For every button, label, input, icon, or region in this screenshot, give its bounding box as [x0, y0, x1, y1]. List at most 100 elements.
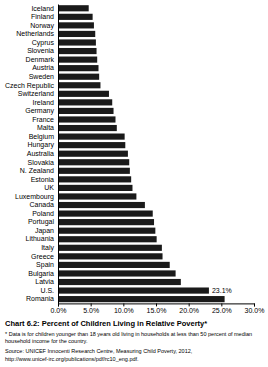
bar [58, 48, 97, 54]
bar [58, 65, 99, 71]
text-line: http://www.unicef-irc.org/publications/p… [5, 356, 139, 362]
category-label: Italy [41, 244, 54, 252]
y-tick: Luxembourg [15, 193, 58, 201]
bar [58, 14, 93, 20]
y-tick: Japan [35, 227, 58, 235]
bar [58, 245, 162, 251]
y-tick: Germany [25, 107, 58, 115]
y-tick: Denmark [26, 56, 58, 63]
y-tick: Lithuania [26, 235, 58, 242]
x-tick-mark [123, 303, 124, 306]
chart-title: Chart 6.2: Percent of Children Living in… [5, 319, 207, 328]
bar [58, 39, 96, 45]
y-tick: Portugal [28, 218, 58, 226]
category-label: Czech Republic [5, 82, 55, 90]
category-label: Australia [27, 150, 54, 157]
y-tick: Ireland [33, 99, 58, 106]
x-tick: 15.0% [147, 303, 167, 314]
category-label: Cyprus [32, 39, 55, 47]
bar [58, 116, 115, 122]
x-tick: 30.0% [245, 303, 265, 314]
bar [58, 5, 89, 11]
bar [58, 211, 153, 217]
bar [58, 176, 131, 182]
y-tick: Slovenia [27, 47, 58, 54]
category-label: Sweden [29, 73, 54, 80]
y-tick: Switzerland [18, 90, 58, 97]
category-label: Norway [30, 22, 54, 30]
category-label: Belgium [29, 133, 54, 141]
bar [58, 228, 155, 234]
x-axis-line [59, 304, 255, 307]
x-tick-label: 30.0% [245, 307, 265, 314]
category-label: UK [44, 184, 54, 191]
x-tick-mark [221, 303, 222, 306]
category-label: Latvia [35, 278, 54, 285]
bar [58, 125, 117, 131]
bar [58, 99, 112, 105]
text-line: household income for the country. [5, 338, 88, 344]
category-label: Romania [26, 295, 54, 302]
y-tick: Czech Republic [5, 82, 58, 90]
x-tick-label: 5.0% [83, 307, 99, 314]
y-tick: Greece [31, 253, 58, 260]
x-tick-mark [91, 303, 92, 306]
x-tick-mark [189, 303, 190, 306]
bar [58, 253, 163, 259]
category-label: Luxembourg [15, 193, 54, 201]
category-label: France [32, 116, 54, 123]
y-tick: Netherlands [16, 30, 58, 37]
y-axis-line [58, 5, 59, 304]
x-tick: 5.0% [83, 303, 99, 314]
bar [58, 159, 129, 165]
bar [58, 270, 176, 276]
category-label: Greece [31, 253, 54, 260]
y-tick: Norway [30, 22, 58, 30]
footnote: Source: UNICEF Innocenti Research Centre… [5, 348, 193, 361]
bar [58, 296, 225, 302]
x-tick-label: 15.0% [147, 307, 167, 314]
bars [58, 5, 225, 302]
category-label: Estonia [31, 176, 54, 183]
x-tick-label: 0.0% [51, 307, 67, 314]
x-tick: 25.0% [212, 303, 232, 314]
x-tick-mark [156, 303, 157, 306]
y-tick: Hungary [28, 141, 58, 149]
y-axis: IcelandFinlandNorwayNetherlandsCyprusSlo… [5, 5, 59, 304]
y-tick: Belgium [29, 133, 58, 141]
chart-container: Chart 6.2: Percent of Children Living in… [0, 0, 268, 367]
y-tick: Romania [26, 295, 58, 302]
y-tick: Austria [32, 64, 58, 71]
bar [58, 219, 154, 225]
annotation: 23.1% [212, 287, 232, 294]
bar [58, 74, 99, 80]
y-tick: Italy [41, 244, 58, 252]
category-label: Japan [35, 227, 54, 235]
category-label: Austria [32, 64, 54, 71]
x-tick: 10.0% [114, 303, 134, 314]
y-tick: Malta [37, 124, 58, 131]
y-tick: Canada [29, 201, 58, 208]
bar [58, 262, 170, 268]
bar [58, 91, 109, 97]
bar [58, 202, 145, 208]
category-label: Slovakia [28, 158, 55, 165]
bar [58, 82, 100, 88]
category-label: Spain [36, 261, 54, 269]
y-tick: Spain [36, 261, 58, 269]
y-tick: Latvia [35, 278, 58, 285]
bar [58, 134, 125, 140]
y-tick: Iceland [31, 5, 58, 12]
y-tick: France [32, 116, 58, 123]
x-tick-label: 25.0% [212, 307, 232, 314]
x-tick: 20.0% [179, 303, 199, 314]
text-line: * Data is for children younger than 18 y… [5, 331, 252, 337]
bar [58, 193, 136, 199]
category-label: Portugal [28, 218, 55, 226]
annotations: 23.1% [212, 287, 232, 294]
y-tick: Estonia [31, 176, 58, 183]
category-label: Bulgaria [28, 270, 54, 278]
category-label: Iceland [31, 5, 54, 12]
y-tick: UK [44, 184, 58, 191]
y-tick: Poland [32, 210, 58, 217]
